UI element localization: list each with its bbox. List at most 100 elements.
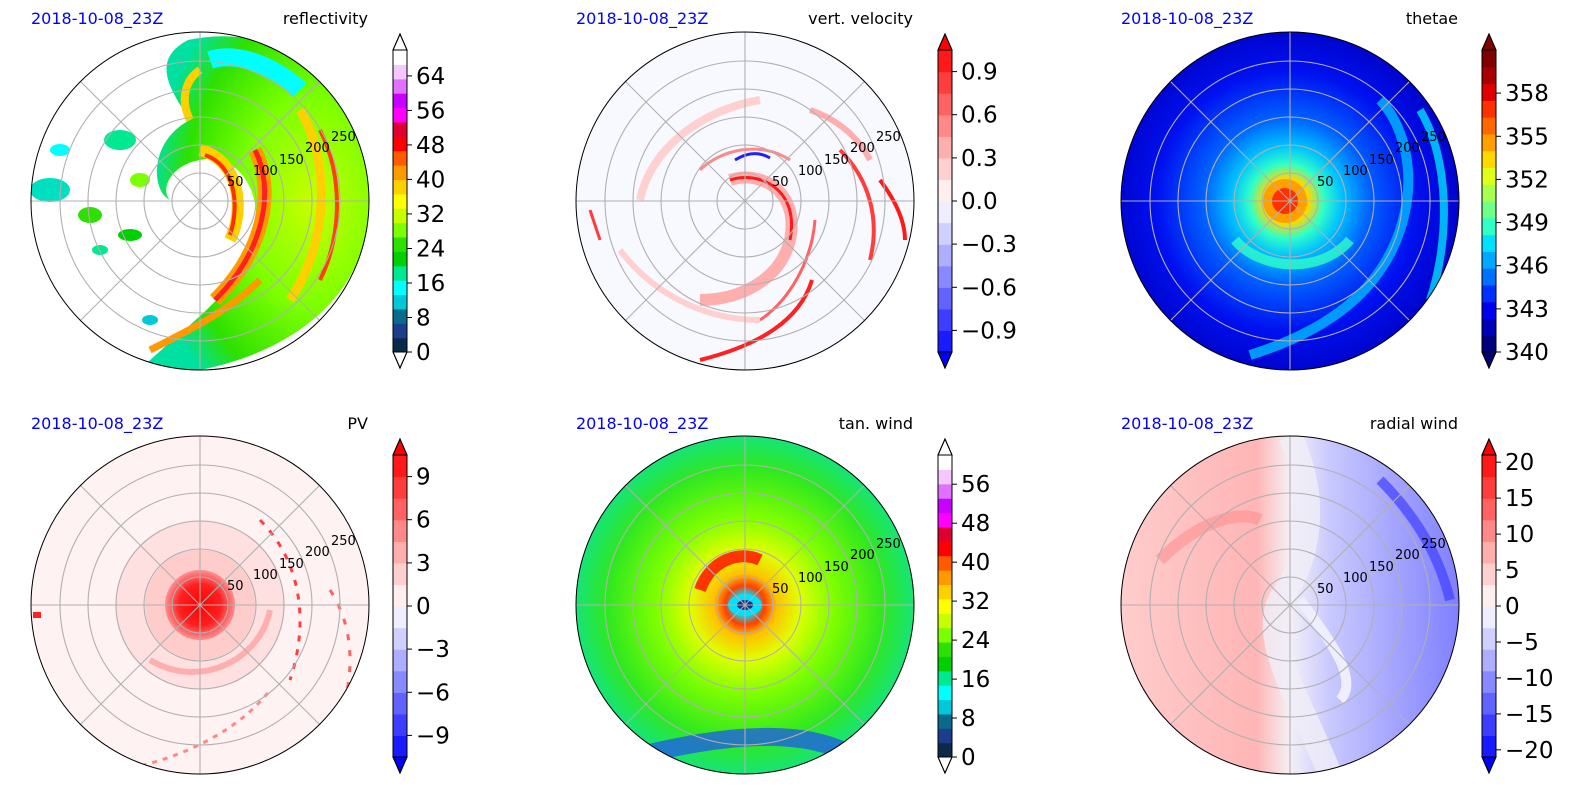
panel-title: tan. wind [839,414,913,433]
radial-tick-label: 150 [1369,560,1394,575]
colorbar-band [938,627,952,643]
panel-date: 2018-10-08_23Z [1121,9,1253,29]
colorbar: 0 8 16 24 32 40 48 56 64 [392,32,445,370]
colorbar-band [1482,217,1496,236]
colorbar-tick-label: 0.0 [961,189,998,215]
colorbar-band [938,656,952,672]
polar-grid [1121,436,1459,774]
colorbar-band [393,50,407,65]
colorbar-extend-min [937,351,953,370]
panel-date: 2018-10-08_23Z [576,414,708,434]
colorbar-tick-label: 8 [416,306,431,332]
panel-date: 2018-10-08_23Z [1121,414,1253,434]
colorbar-band [393,64,407,80]
panel-title: PV [347,414,368,433]
radial-tick-label: 50 [772,175,789,190]
colorbar-tick-label: −9 [416,723,450,749]
colorbar-band [938,570,952,586]
colorbar-tick-label: 64 [416,64,445,90]
colorbar-band [393,193,407,209]
colorbar-tick-label: 48 [416,133,445,159]
colorbar-tick-label: 6 [416,508,431,534]
colorbar-band [938,201,952,224]
radial-tick-label: 150 [279,153,304,168]
colorbar-tick-label: 355 [1505,124,1549,150]
colorbar-band [1482,455,1496,478]
colorbar-tick-label: 358 [1505,81,1549,107]
polar-axis-outline [30,435,370,775]
polar-axis-outline [575,435,915,775]
colorbar-band [938,244,952,267]
colorbar-band [393,251,407,267]
colorbar-tick-label: 8 [961,706,976,732]
radial-tick-label: 250 [1421,537,1446,552]
colorbar-band [938,50,952,73]
colorbar-band [1482,692,1496,715]
colorbar-band [938,483,952,499]
colorbar-tick-label: 32 [416,202,445,228]
radial-tick-label: 150 [824,560,849,575]
colorbar-tick-label: 349 [1505,211,1549,237]
colorbar-band [938,699,952,715]
colorbar-band [393,93,407,109]
colorbar-band [393,337,407,353]
colorbar-tick-label: 20 [1505,450,1534,476]
radial-tick-label: 150 [1369,153,1394,168]
radial-tick-label: 250 [876,130,901,145]
colorbar-band [1482,66,1496,85]
colorbar-tick-label: 0.6 [961,103,998,129]
colorbar-band [938,71,952,94]
colorbar-band [1482,627,1496,650]
colorbar-band [938,598,952,614]
colorbar-band [393,627,407,650]
colorbar-band [938,265,952,288]
colorbar-band [938,308,952,332]
colorbar-band [393,280,407,296]
colorbar-band [393,165,407,181]
colorbar-band [1482,284,1496,303]
colorbar-tick-label: 346 [1505,254,1549,280]
colorbar-band [938,526,952,542]
colorbar-band [393,562,407,586]
colorbar-band [1482,476,1496,499]
colorbar-band [938,287,952,310]
colorbar-band [1482,519,1496,542]
polar-grid [31,436,369,774]
colorbar-band [1482,649,1496,672]
colorbar-band [1482,562,1496,586]
colorbar-tick-label: 5 [1505,558,1520,584]
colorbar-band [938,469,952,485]
colorbar-band [938,136,952,159]
colorbar-tick-label: −6 [416,680,450,706]
colorbar-extend-max [392,437,408,456]
colorbar-band [393,308,407,324]
colorbar-tick-label: 0.3 [961,146,998,172]
colorbar-tick-label: −20 [1505,738,1554,764]
colorbar-extend-min [392,351,408,370]
colorbar: −20 −15 −10 −5 0 5 10 15 20 [1481,437,1554,775]
colorbar-tick-label: 48 [961,511,990,537]
colorbar-band [938,728,952,744]
colorbar-tick-label: 9 [416,465,431,491]
colorbar-extend-max [937,437,953,456]
panel-tan-wind: 50 100 150 200 250 2018-10-08_23Z tan. w… [575,414,990,775]
colorbar-tick-label: 10 [1505,522,1534,548]
colorbar-band [938,455,952,470]
colorbar-band [393,265,407,281]
colorbar-band [393,222,407,238]
polar-grid [576,32,914,370]
colorbar-band [1482,268,1496,286]
colorbar-band [393,294,407,310]
colorbar-band [393,692,407,715]
colorbar-tick-label: −0.3 [961,232,1017,258]
radial-tick-label: 100 [798,571,823,586]
panel-vert-velocity: 50 100 150 200 250 2018-10-08_23Z vert. … [575,9,1017,371]
colorbar-tick-label: 352 [1505,167,1549,193]
colorbar-band [938,742,952,758]
radial-tick-label: 200 [1395,548,1420,563]
colorbar-band [1482,234,1496,252]
colorbar-band [393,670,407,693]
colorbar-tick-label: 0.9 [961,60,998,86]
colorbar-extend-min [1481,351,1497,370]
